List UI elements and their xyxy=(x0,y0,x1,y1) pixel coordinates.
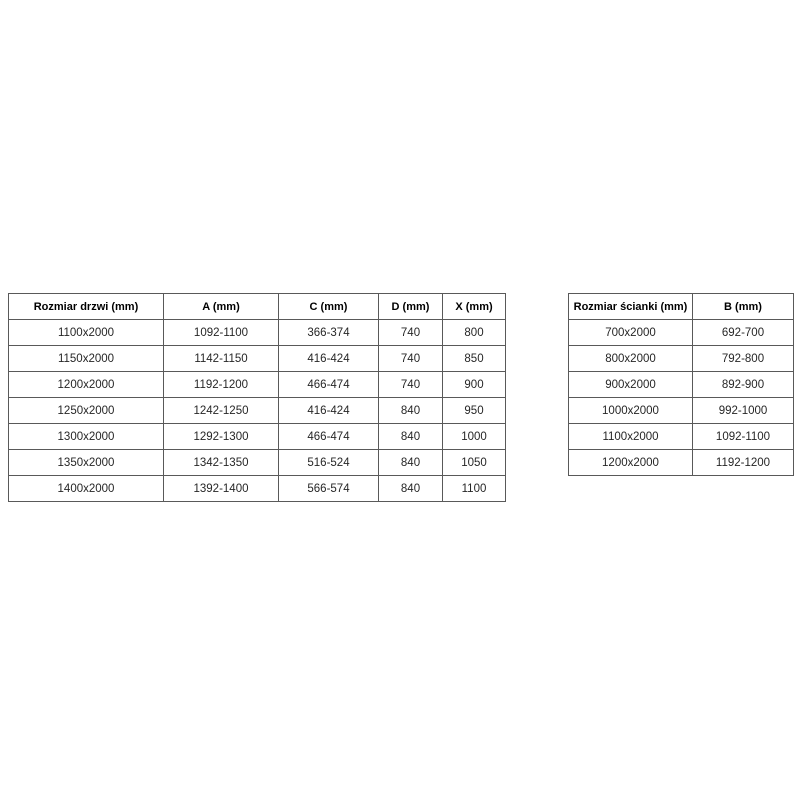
table-row: 1250x2000 1242-1250 416-424 840 950 xyxy=(8,397,506,424)
table-row: 1350x2000 1342-1350 516-524 840 1050 xyxy=(8,449,506,476)
table-cell: 792-800 xyxy=(692,345,794,372)
table-cell: 1392-1400 xyxy=(163,475,279,502)
table-cell: 1192-1200 xyxy=(692,449,794,476)
table-row: 1150x2000 1142-1150 416-424 740 850 xyxy=(8,345,506,372)
table-cell: 1200x2000 xyxy=(568,449,693,476)
header-row: Rozmiar drzwi (mm) A (mm) C (mm) D (mm) X (m… xyxy=(8,293,506,320)
table-cell: 1192-1200 xyxy=(163,371,279,398)
table-cell: 840 xyxy=(378,449,443,476)
header-cell: C (mm) xyxy=(278,293,379,320)
table-cell: 992-1000 xyxy=(692,397,794,424)
header-cell: Rozmiar ścianki (mm) xyxy=(568,293,693,320)
header-row: Rozmiar ścianki (mm) B (mm) xyxy=(568,293,794,320)
table-row: 900x2000 892-900 xyxy=(568,371,794,398)
table-cell: 1342-1350 xyxy=(163,449,279,476)
table-cell: 1250x2000 xyxy=(8,397,164,424)
table-cell: 1100 xyxy=(442,475,506,502)
header-cell: A (mm) xyxy=(163,293,279,320)
wall-size-table: Rozmiar ścianki (mm) B (mm) 700x2000 692-70… xyxy=(568,293,794,476)
table-cell: 1292-1300 xyxy=(163,423,279,450)
table-cell: 850 xyxy=(442,345,506,372)
table-cell: 1242-1250 xyxy=(163,397,279,424)
table-row: 1200x2000 1192-1200 xyxy=(568,449,794,476)
table-cell: 416-424 xyxy=(278,345,379,372)
table-row: 1200x2000 1192-1200 466-474 740 900 xyxy=(8,371,506,398)
table-cell: 1092-1100 xyxy=(692,423,794,450)
door-size-table: Rozmiar drzwi (mm) A (mm) C (mm) D (mm) X (m… xyxy=(8,293,506,502)
table-cell: 840 xyxy=(378,423,443,450)
table-cell: 1350x2000 xyxy=(8,449,164,476)
table-cell: 1092-1100 xyxy=(163,319,279,346)
header-cell: D (mm) xyxy=(378,293,443,320)
table-cell: 1050 xyxy=(442,449,506,476)
table-cell: 1100x2000 xyxy=(8,319,164,346)
table-cell: 1100x2000 xyxy=(568,423,693,450)
table-row: 1300x2000 1292-1300 466-474 840 1000 xyxy=(8,423,506,450)
header-cell: Rozmiar drzwi (mm) xyxy=(8,293,164,320)
table-cell: 1142-1150 xyxy=(163,345,279,372)
table-cell: 566-574 xyxy=(278,475,379,502)
table-cell: 1200x2000 xyxy=(8,371,164,398)
table-cell: 900 xyxy=(442,371,506,398)
table-cell: 840 xyxy=(378,397,443,424)
table-cell: 840 xyxy=(378,475,443,502)
table-row: 700x2000 692-700 xyxy=(568,319,794,346)
table-cell: 516-524 xyxy=(278,449,379,476)
table-cell: 800x2000 xyxy=(568,345,693,372)
table-cell: 1000x2000 xyxy=(568,397,693,424)
table-cell: 692-700 xyxy=(692,319,794,346)
table-row: 1400x2000 1392-1400 566-574 840 1100 xyxy=(8,475,506,502)
table-cell: 800 xyxy=(442,319,506,346)
table-cell: 1000 xyxy=(442,423,506,450)
table-cell: 416-424 xyxy=(278,397,379,424)
table-row: 800x2000 792-800 xyxy=(568,345,794,372)
table-cell: 900x2000 xyxy=(568,371,693,398)
header-cell: B (mm) xyxy=(692,293,794,320)
table-cell: 366-374 xyxy=(278,319,379,346)
table-cell: 1300x2000 xyxy=(8,423,164,450)
table-cell: 740 xyxy=(378,371,443,398)
table-cell: 740 xyxy=(378,345,443,372)
table-cell: 740 xyxy=(378,319,443,346)
table-row: 1000x2000 992-1000 xyxy=(568,397,794,424)
header-cell: X (mm) xyxy=(442,293,506,320)
table-row: 1100x2000 1092-1100 xyxy=(568,423,794,450)
table-cell: 1400x2000 xyxy=(8,475,164,502)
table-cell: 892-900 xyxy=(692,371,794,398)
table-cell: 466-474 xyxy=(278,371,379,398)
table-cell: 950 xyxy=(442,397,506,424)
table-row: 1100x2000 1092-1100 366-374 740 800 xyxy=(8,319,506,346)
table-cell: 466-474 xyxy=(278,423,379,450)
table-cell: 700x2000 xyxy=(568,319,693,346)
table-cell: 1150x2000 xyxy=(8,345,164,372)
